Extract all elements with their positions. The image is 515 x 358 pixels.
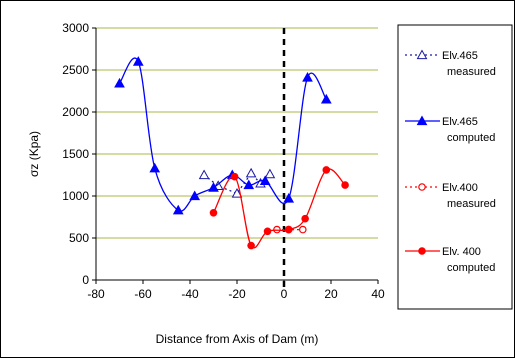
legend-label: Elv.465 [442,116,478,128]
series-line [203,172,271,195]
plot-area: 0 500 1000 1500 2000 2500 3000 -80 -60 -40 -20 0 20 4… [62,21,385,301]
data-point [301,214,309,223]
y-tick-label: 0 [82,273,89,287]
data-point [322,166,331,174]
data-point [283,192,295,203]
data-point [284,225,293,234]
y-tick-label: 1500 [62,147,89,161]
x-tick-label: -20 [228,287,246,301]
data-point [259,175,271,185]
y-tick-label: 2500 [62,63,89,77]
series-line [118,57,327,212]
data-point [132,56,144,66]
data-point [149,162,161,173]
legend: Elv.465 measured Elv.465 computed Elv.400 mea… [405,49,496,274]
data-point [189,190,201,201]
data-point [243,179,255,190]
legend-label: Elv.400 [442,182,478,194]
x-tick-label: 40 [371,287,385,301]
data-point [263,227,272,236]
legend-entry-2: Elv.400 measured [405,182,496,210]
data-point [245,167,257,178]
x-tick-label: 0 [281,287,288,301]
legend-entry-3: Elv. 400 computed [405,246,495,274]
legend-label: computed [447,132,495,144]
data-point [198,169,210,180]
y-axis-title: σz (Kpa) [27,131,41,177]
legend-label: Elv. 400 [442,246,481,258]
y-tick-label: 1000 [62,189,89,203]
legend-marker [418,183,426,191]
data-point [302,72,313,82]
data-point [172,204,184,215]
legend-label: measured [447,198,496,210]
legend-marker [416,49,428,60]
data-point [114,77,125,88]
data-point [209,209,218,217]
legend-box [397,24,513,310]
legend-entry-1: Elv.465 computed [405,115,495,144]
data-point [230,172,239,181]
legend-label: computed [447,262,495,274]
legend-label: measured [447,66,496,78]
data-point [208,182,219,192]
y-tick-label: 2000 [62,105,89,119]
legend-entry-0: Elv.465 measured [405,49,496,78]
data-point [247,241,255,250]
data-point [320,93,332,104]
y-tick-label: 500 [69,231,89,245]
x-axis-title: Distance from Axis of Dam (m) [156,332,319,346]
x-tick-label: -60 [134,287,152,301]
data-point [298,225,307,234]
x-tick-label: -80 [87,287,105,301]
data-point [264,168,276,179]
data-point [341,181,349,189]
x-tick-label: -40 [181,287,199,301]
legend-marker [416,115,428,126]
x-tick-label: 20 [324,287,338,301]
legend-marker [418,247,426,255]
legend-label: Elv.465 [442,50,478,62]
data-point [231,187,243,198]
series-3 [209,166,349,250]
y-tick-label: 3000 [62,21,89,35]
